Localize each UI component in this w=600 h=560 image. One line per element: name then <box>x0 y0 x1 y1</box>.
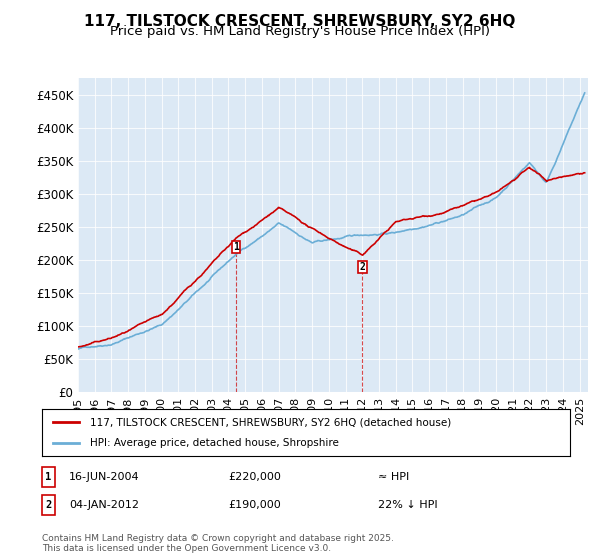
Bar <box>232 241 240 253</box>
Text: 2: 2 <box>46 500 52 510</box>
Text: 2: 2 <box>359 262 365 272</box>
Text: 1: 1 <box>46 472 52 482</box>
Text: 04-JAN-2012: 04-JAN-2012 <box>69 500 139 510</box>
Text: ≈ HPI: ≈ HPI <box>378 472 409 482</box>
Text: Price paid vs. HM Land Registry's House Price Index (HPI): Price paid vs. HM Land Registry's House … <box>110 25 490 38</box>
Text: £190,000: £190,000 <box>228 500 281 510</box>
Text: HPI: Average price, detached house, Shropshire: HPI: Average price, detached house, Shro… <box>89 438 338 448</box>
Text: 22% ↓ HPI: 22% ↓ HPI <box>378 500 437 510</box>
Text: 16-JUN-2004: 16-JUN-2004 <box>69 472 140 482</box>
Text: 117, TILSTOCK CRESCENT, SHREWSBURY, SY2 6HQ (detached house): 117, TILSTOCK CRESCENT, SHREWSBURY, SY2 … <box>89 417 451 427</box>
Text: £220,000: £220,000 <box>228 472 281 482</box>
Text: 1: 1 <box>233 242 239 252</box>
Text: Contains HM Land Registry data © Crown copyright and database right 2025.
This d: Contains HM Land Registry data © Crown c… <box>42 534 394 553</box>
Text: 117, TILSTOCK CRESCENT, SHREWSBURY, SY2 6HQ: 117, TILSTOCK CRESCENT, SHREWSBURY, SY2 … <box>85 14 515 29</box>
Bar <box>358 260 367 273</box>
